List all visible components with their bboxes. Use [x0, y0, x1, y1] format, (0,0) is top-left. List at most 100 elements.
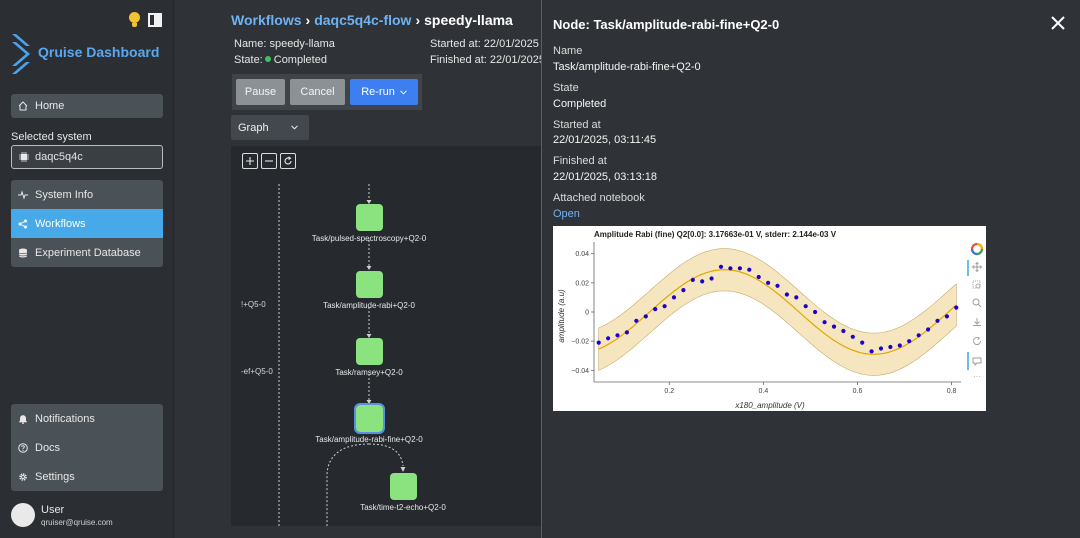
nav-label: Docs [35, 441, 61, 454]
data-point [794, 295, 799, 300]
rabi-chart: Amplitude Rabi (fine) Q2[0.0]: 3.17663e-… [557, 230, 984, 410]
field-label-finished: Finished at [553, 155, 607, 167]
graph-zoom-controls [242, 153, 296, 169]
data-point [756, 274, 761, 280]
y-tick-label: 0.02 [575, 280, 589, 287]
graph-node[interactable] [390, 473, 417, 500]
data-point [615, 333, 620, 338]
main-content: Workflows › daqc5q4c-flow › speedy-llama Nam… [175, 0, 545, 538]
home-label: Home [35, 100, 65, 112]
main-nav: System Info Workflows Experiment Databas… [11, 180, 163, 267]
workflow-started: Started at: 22/01/2025 [430, 38, 539, 50]
view-select[interactable]: Graph [231, 115, 309, 140]
data-point [718, 264, 724, 269]
data-point [624, 330, 629, 335]
confidence-band [598, 248, 957, 376]
sidebar: Qruise Dashboard Home Selected system da… [0, 0, 174, 538]
nav-docs[interactable]: Docs [11, 433, 163, 462]
open-notebook-link[interactable]: Open [553, 208, 580, 220]
data-point [690, 277, 695, 282]
data-point [813, 309, 818, 315]
graph-node[interactable] [356, 204, 383, 231]
user-profile[interactable]: User qruiser@qruise.com [11, 503, 113, 527]
breadcrumb-flow[interactable]: daqc5q4c-flow [314, 12, 412, 28]
zoom-out-button[interactable] [261, 153, 277, 169]
logo[interactable]: Qruise Dashboard [10, 32, 159, 74]
data-point [907, 339, 912, 344]
bokeh-logo-icon[interactable] [970, 242, 984, 256]
breadcrumb: Workflows › daqc5q4c-flow › speedy-llama [231, 12, 513, 28]
home-icon [18, 101, 28, 111]
graph-node-selected[interactable] [354, 403, 385, 434]
lightbulb-icon[interactable] [128, 12, 140, 28]
view-select-value: Graph [238, 121, 269, 134]
data-point [671, 295, 677, 300]
graph-node[interactable] [356, 271, 383, 298]
avatar [11, 503, 35, 527]
box-zoom-icon[interactable] [972, 280, 981, 289]
graph-edges [278, 184, 406, 526]
pause-button[interactable]: Pause [236, 79, 285, 105]
zoom-in-button[interactable] [242, 153, 258, 169]
plot-toolbar: ··· [967, 242, 984, 381]
chart-axes: 0.2 0.4 0.6 0.8 0.04 0.02 0 −0.02 −0.04 [571, 242, 961, 395]
plus-icon [246, 157, 254, 165]
graph-node-label: Task/amplitude-rabi+Q2-0 [323, 301, 415, 310]
more-icon[interactable]: ··· [973, 372, 981, 381]
hover-icon[interactable] [972, 357, 982, 367]
notebook-label: Attached notebook [553, 192, 645, 204]
fit-curve [598, 269, 957, 355]
band-area [598, 248, 957, 376]
qruise-logo-icon [12, 34, 30, 74]
nav-notifications[interactable]: Notifications [11, 404, 163, 433]
state-prefix: State: [234, 54, 263, 66]
data-point [662, 304, 667, 309]
graph-node-label: Task/ramsey+Q2-0 [335, 368, 403, 377]
data-point [869, 349, 874, 354]
data-point [878, 346, 884, 351]
y-tick-label: −0.02 [571, 339, 589, 346]
workflow-finished: Finished at: 22/01/2025 [430, 54, 545, 66]
data-point [888, 344, 893, 350]
data-point [747, 267, 752, 272]
nav-system-info[interactable]: System Info [11, 180, 163, 209]
graph-node[interactable] [356, 338, 383, 365]
system-selector[interactable]: daqc5q4c [11, 145, 163, 169]
cancel-button[interactable]: Cancel [290, 79, 345, 105]
field-label-name: Name [553, 45, 583, 57]
data-point [606, 336, 611, 341]
layout-toggle-icon[interactable] [148, 13, 162, 27]
nav-settings[interactable]: Settings [11, 462, 163, 491]
wheel-zoom-icon[interactable] [972, 298, 982, 308]
field-label-state: State [553, 82, 579, 94]
data-point [926, 327, 931, 332]
rerun-button[interactable]: Re-run [350, 79, 418, 105]
data-point [916, 333, 921, 338]
data-point [935, 318, 940, 323]
nav-experiment-database[interactable]: Experiment Database [11, 238, 163, 267]
chart-ylabel: amplitude (a.u) [557, 289, 566, 343]
nav-workflows[interactable]: Workflows [11, 209, 163, 238]
data-point [766, 280, 771, 285]
data-point [860, 340, 865, 345]
state-value: Completed [273, 54, 327, 66]
x-tick-label: 0.4 [759, 388, 769, 395]
logo-text: Qruise Dashboard [38, 44, 160, 60]
pan-icon[interactable] [971, 261, 983, 273]
chart-xlabel: x180_amplitude (V) [734, 401, 805, 410]
reset-icon[interactable] [973, 336, 981, 345]
close-icon[interactable] [1050, 15, 1066, 31]
reset-view-button[interactable] [280, 153, 296, 169]
data-point [822, 320, 827, 325]
workflow-graph[interactable]: Task/pulsed-spectroscopy+Q2-0 Task/ampli… [231, 146, 541, 526]
nav-label: Workflows [35, 217, 86, 230]
breadcrumb-workflows[interactable]: Workflows [231, 12, 302, 28]
field-value-finished: 22/01/2025, 03:13:18 [553, 171, 657, 183]
save-icon[interactable] [973, 318, 981, 326]
data-point [596, 340, 601, 345]
rabi-plot[interactable]: Amplitude Rabi (fine) Q2[0.0]: 3.17663e-… [553, 226, 986, 411]
field-value-name: Task/amplitude-rabi-fine+Q2-0 [553, 61, 701, 73]
refresh-icon [284, 156, 292, 165]
data-point [784, 292, 789, 297]
home-button[interactable]: Home [11, 94, 163, 118]
